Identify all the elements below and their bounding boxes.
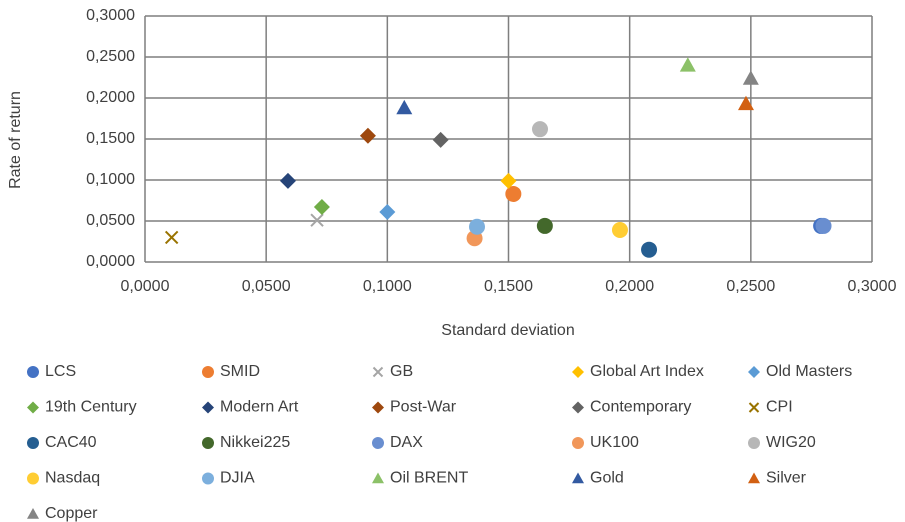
legend-marker xyxy=(572,472,584,484)
x-tick-label: 0,3000 xyxy=(848,278,897,295)
legend-marker xyxy=(202,472,214,485)
legend-marker xyxy=(572,366,584,378)
point xyxy=(536,217,553,234)
point xyxy=(164,230,179,245)
point xyxy=(641,241,658,258)
legend-label: DAX xyxy=(390,434,423,451)
point xyxy=(742,70,759,85)
legend-marker xyxy=(572,437,584,449)
y-tick-label: 0,3000 xyxy=(86,7,135,24)
legend-marker xyxy=(372,366,384,378)
legend-label: GB xyxy=(390,363,413,380)
legend-marker xyxy=(202,401,214,414)
legend-marker xyxy=(372,472,384,484)
legend-marker xyxy=(202,366,214,378)
legend-marker xyxy=(27,508,39,519)
point xyxy=(379,203,396,220)
x-tick-label: 0,2000 xyxy=(605,278,654,295)
legend-label: Nasdaq xyxy=(45,470,100,487)
legend-marker xyxy=(202,437,214,449)
x-tick-label: 0,1000 xyxy=(363,278,412,295)
y-axis-label: Rate of return xyxy=(7,91,24,189)
point xyxy=(815,217,832,234)
legend-label: Silver xyxy=(766,470,807,487)
point xyxy=(279,172,296,189)
legend-label: SMID xyxy=(220,363,260,380)
y-tick-label: 0,0500 xyxy=(86,212,135,229)
x-tick-label: 0,0500 xyxy=(242,278,291,295)
x-tick-label: 0,0000 xyxy=(121,278,170,295)
legend-label: WIG20 xyxy=(766,434,816,451)
legend-label: Copper xyxy=(45,505,98,522)
point xyxy=(310,213,324,227)
legend-marker xyxy=(372,401,384,414)
x-axis-label: Standard deviation xyxy=(441,322,574,339)
legend-marker xyxy=(27,366,39,378)
legend-label: Old Masters xyxy=(766,363,852,380)
legend-marker xyxy=(748,472,760,484)
legend-label: Contemporary xyxy=(590,399,691,416)
point xyxy=(432,131,449,148)
x-tick-label: 0,2500 xyxy=(726,278,775,295)
point xyxy=(500,172,517,189)
legend-label: Post-War xyxy=(390,399,457,416)
legend-label: LCS xyxy=(45,363,76,380)
point xyxy=(396,99,413,115)
y-tick-label: 0,2500 xyxy=(86,48,135,65)
x-tick-label: 0,1500 xyxy=(484,278,533,295)
legend-marker xyxy=(27,472,39,485)
legend-label: Oil BRENT xyxy=(390,470,468,487)
legend-label: CPI xyxy=(766,399,793,416)
point xyxy=(468,218,485,235)
point xyxy=(737,95,754,111)
legend-label: UK100 xyxy=(590,434,639,451)
legend-marker xyxy=(27,401,39,414)
legend-label: Global Art Index xyxy=(590,363,704,380)
point xyxy=(611,222,628,239)
y-tick-label: 0,0000 xyxy=(86,253,135,270)
y-tick-label: 0,2000 xyxy=(86,89,135,106)
y-tick-label: 0,1000 xyxy=(86,171,135,188)
legend-marker xyxy=(748,437,760,449)
legend-marker xyxy=(748,402,760,413)
legend-marker xyxy=(748,366,760,378)
legend-marker xyxy=(572,401,584,414)
legend-marker xyxy=(372,437,384,449)
legend-marker xyxy=(27,437,39,449)
point xyxy=(679,57,696,72)
point xyxy=(532,121,549,138)
legend-label: Gold xyxy=(590,470,624,487)
legend-label: 19th Century xyxy=(45,399,137,416)
legend-label: CAC40 xyxy=(45,434,97,451)
legend-label: Nikkei225 xyxy=(220,434,290,451)
point xyxy=(313,199,330,216)
legend-label: DJIA xyxy=(220,470,255,487)
y-tick-label: 0,1500 xyxy=(86,130,135,147)
point xyxy=(359,127,376,144)
point xyxy=(505,185,522,202)
legend-label: Modern Art xyxy=(220,399,299,416)
